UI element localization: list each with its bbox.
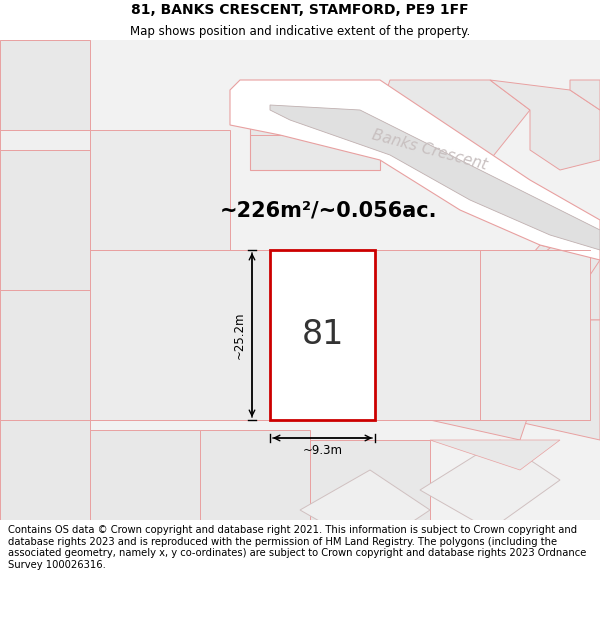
Polygon shape (430, 440, 560, 470)
Polygon shape (90, 130, 230, 420)
Polygon shape (90, 250, 270, 420)
Text: Contains OS data © Crown copyright and database right 2021. This information is : Contains OS data © Crown copyright and d… (8, 525, 586, 570)
Polygon shape (570, 80, 600, 110)
Polygon shape (300, 470, 430, 550)
Text: ~9.3m: ~9.3m (302, 444, 343, 457)
Text: Banks Crescent: Banks Crescent (371, 127, 490, 172)
Text: 81, BANKS CRESCENT, STAMFORD, PE9 1FF: 81, BANKS CRESCENT, STAMFORD, PE9 1FF (131, 3, 469, 17)
Polygon shape (430, 320, 560, 440)
Text: ~226m²/~0.056ac.: ~226m²/~0.056ac. (220, 200, 437, 220)
Polygon shape (270, 250, 375, 420)
Polygon shape (0, 40, 90, 130)
Polygon shape (200, 430, 310, 520)
Polygon shape (0, 150, 90, 290)
Polygon shape (90, 430, 200, 520)
Polygon shape (480, 250, 590, 420)
Polygon shape (250, 90, 380, 170)
Polygon shape (490, 240, 600, 320)
Polygon shape (490, 80, 600, 170)
Polygon shape (0, 90, 90, 150)
Text: ~25.2m: ~25.2m (233, 311, 246, 359)
Polygon shape (0, 40, 600, 520)
Polygon shape (380, 80, 530, 160)
Polygon shape (270, 105, 600, 250)
Polygon shape (420, 440, 560, 530)
Polygon shape (375, 250, 480, 420)
Polygon shape (0, 420, 90, 520)
Polygon shape (510, 245, 600, 320)
Polygon shape (310, 440, 430, 520)
Polygon shape (510, 320, 600, 440)
Polygon shape (230, 80, 600, 260)
Text: 81: 81 (301, 319, 344, 351)
Text: Map shows position and indicative extent of the property.: Map shows position and indicative extent… (130, 26, 470, 39)
Polygon shape (0, 290, 90, 420)
